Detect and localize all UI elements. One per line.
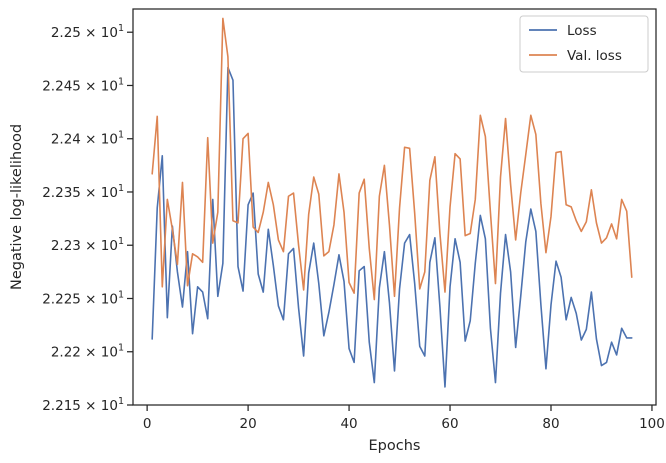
series-line-loss (151, 66, 633, 388)
x-tick-label: 100 (639, 416, 665, 432)
plot-frame (132, 8, 657, 406)
y-tick-exponent: 1 (118, 130, 124, 141)
y-tick-base: 10 (101, 238, 118, 254)
y-tick-exponent: 1 (118, 343, 124, 354)
y-tick-label: 2.225 × 101 (42, 289, 124, 307)
y-tick-mantissa: 2.235 × (42, 185, 101, 201)
series-layer (151, 17, 633, 388)
plot-area (132, 8, 657, 406)
y-tick-base: 10 (101, 78, 118, 94)
series-line-val-loss (151, 17, 633, 301)
y-axis-title: Negative log-likelihood (9, 124, 25, 290)
y-tick-exponent: 1 (118, 289, 124, 300)
x-tick-label: 60 (441, 416, 458, 432)
y-tick-label: 2.245 × 101 (42, 76, 124, 94)
legend-label: Loss (567, 23, 597, 39)
y-tick-base: 10 (101, 25, 118, 41)
x-tick-label: 40 (340, 416, 357, 432)
y-tick-mantissa: 2.22 × (51, 345, 101, 361)
legend-label: Val. loss (567, 48, 622, 64)
y-tick-base: 10 (101, 185, 118, 201)
y-tick-mantissa: 2.23 × (51, 238, 101, 254)
y-tick-label: 2.24 × 101 (51, 130, 124, 148)
y-tick-base: 10 (101, 291, 118, 307)
y-tick-mantissa: 2.215 × (42, 398, 101, 414)
y-tick-mantissa: 2.25 × (51, 25, 101, 41)
y-tick-label: 2.22 × 101 (51, 343, 124, 361)
y-tick-label: 2.25 × 101 (51, 23, 124, 41)
y-tick-mantissa: 2.24 × (51, 132, 101, 148)
y-tick-exponent: 1 (118, 236, 124, 247)
y-tick-base: 10 (101, 132, 118, 148)
legend: Loss Val. loss (519, 15, 649, 73)
plot-background (133, 9, 656, 405)
x-tick-label: 0 (143, 416, 152, 432)
y-tick-base: 10 (101, 398, 118, 414)
y-tick-label: 2.235 × 101 (42, 183, 124, 201)
y-tick-exponent: 1 (118, 183, 124, 194)
y-tick-label: 2.215 × 101 (42, 396, 124, 414)
y-tick-base: 10 (101, 345, 118, 361)
x-tick-label: 20 (240, 416, 257, 432)
y-tick-mantissa: 2.225 × (42, 291, 101, 307)
y-tick-exponent: 1 (118, 76, 124, 87)
y-tick-exponent: 1 (118, 23, 124, 34)
x-axis-title: Epochs (369, 438, 421, 454)
y-tick-mantissa: 2.245 × (42, 78, 101, 94)
x-tick-label: 80 (542, 416, 559, 432)
y-tick-exponent: 1 (118, 396, 124, 407)
y-tick-label: 2.23 × 101 (51, 236, 124, 254)
x-axis: 0 20 40 60 80 100 (143, 405, 665, 432)
